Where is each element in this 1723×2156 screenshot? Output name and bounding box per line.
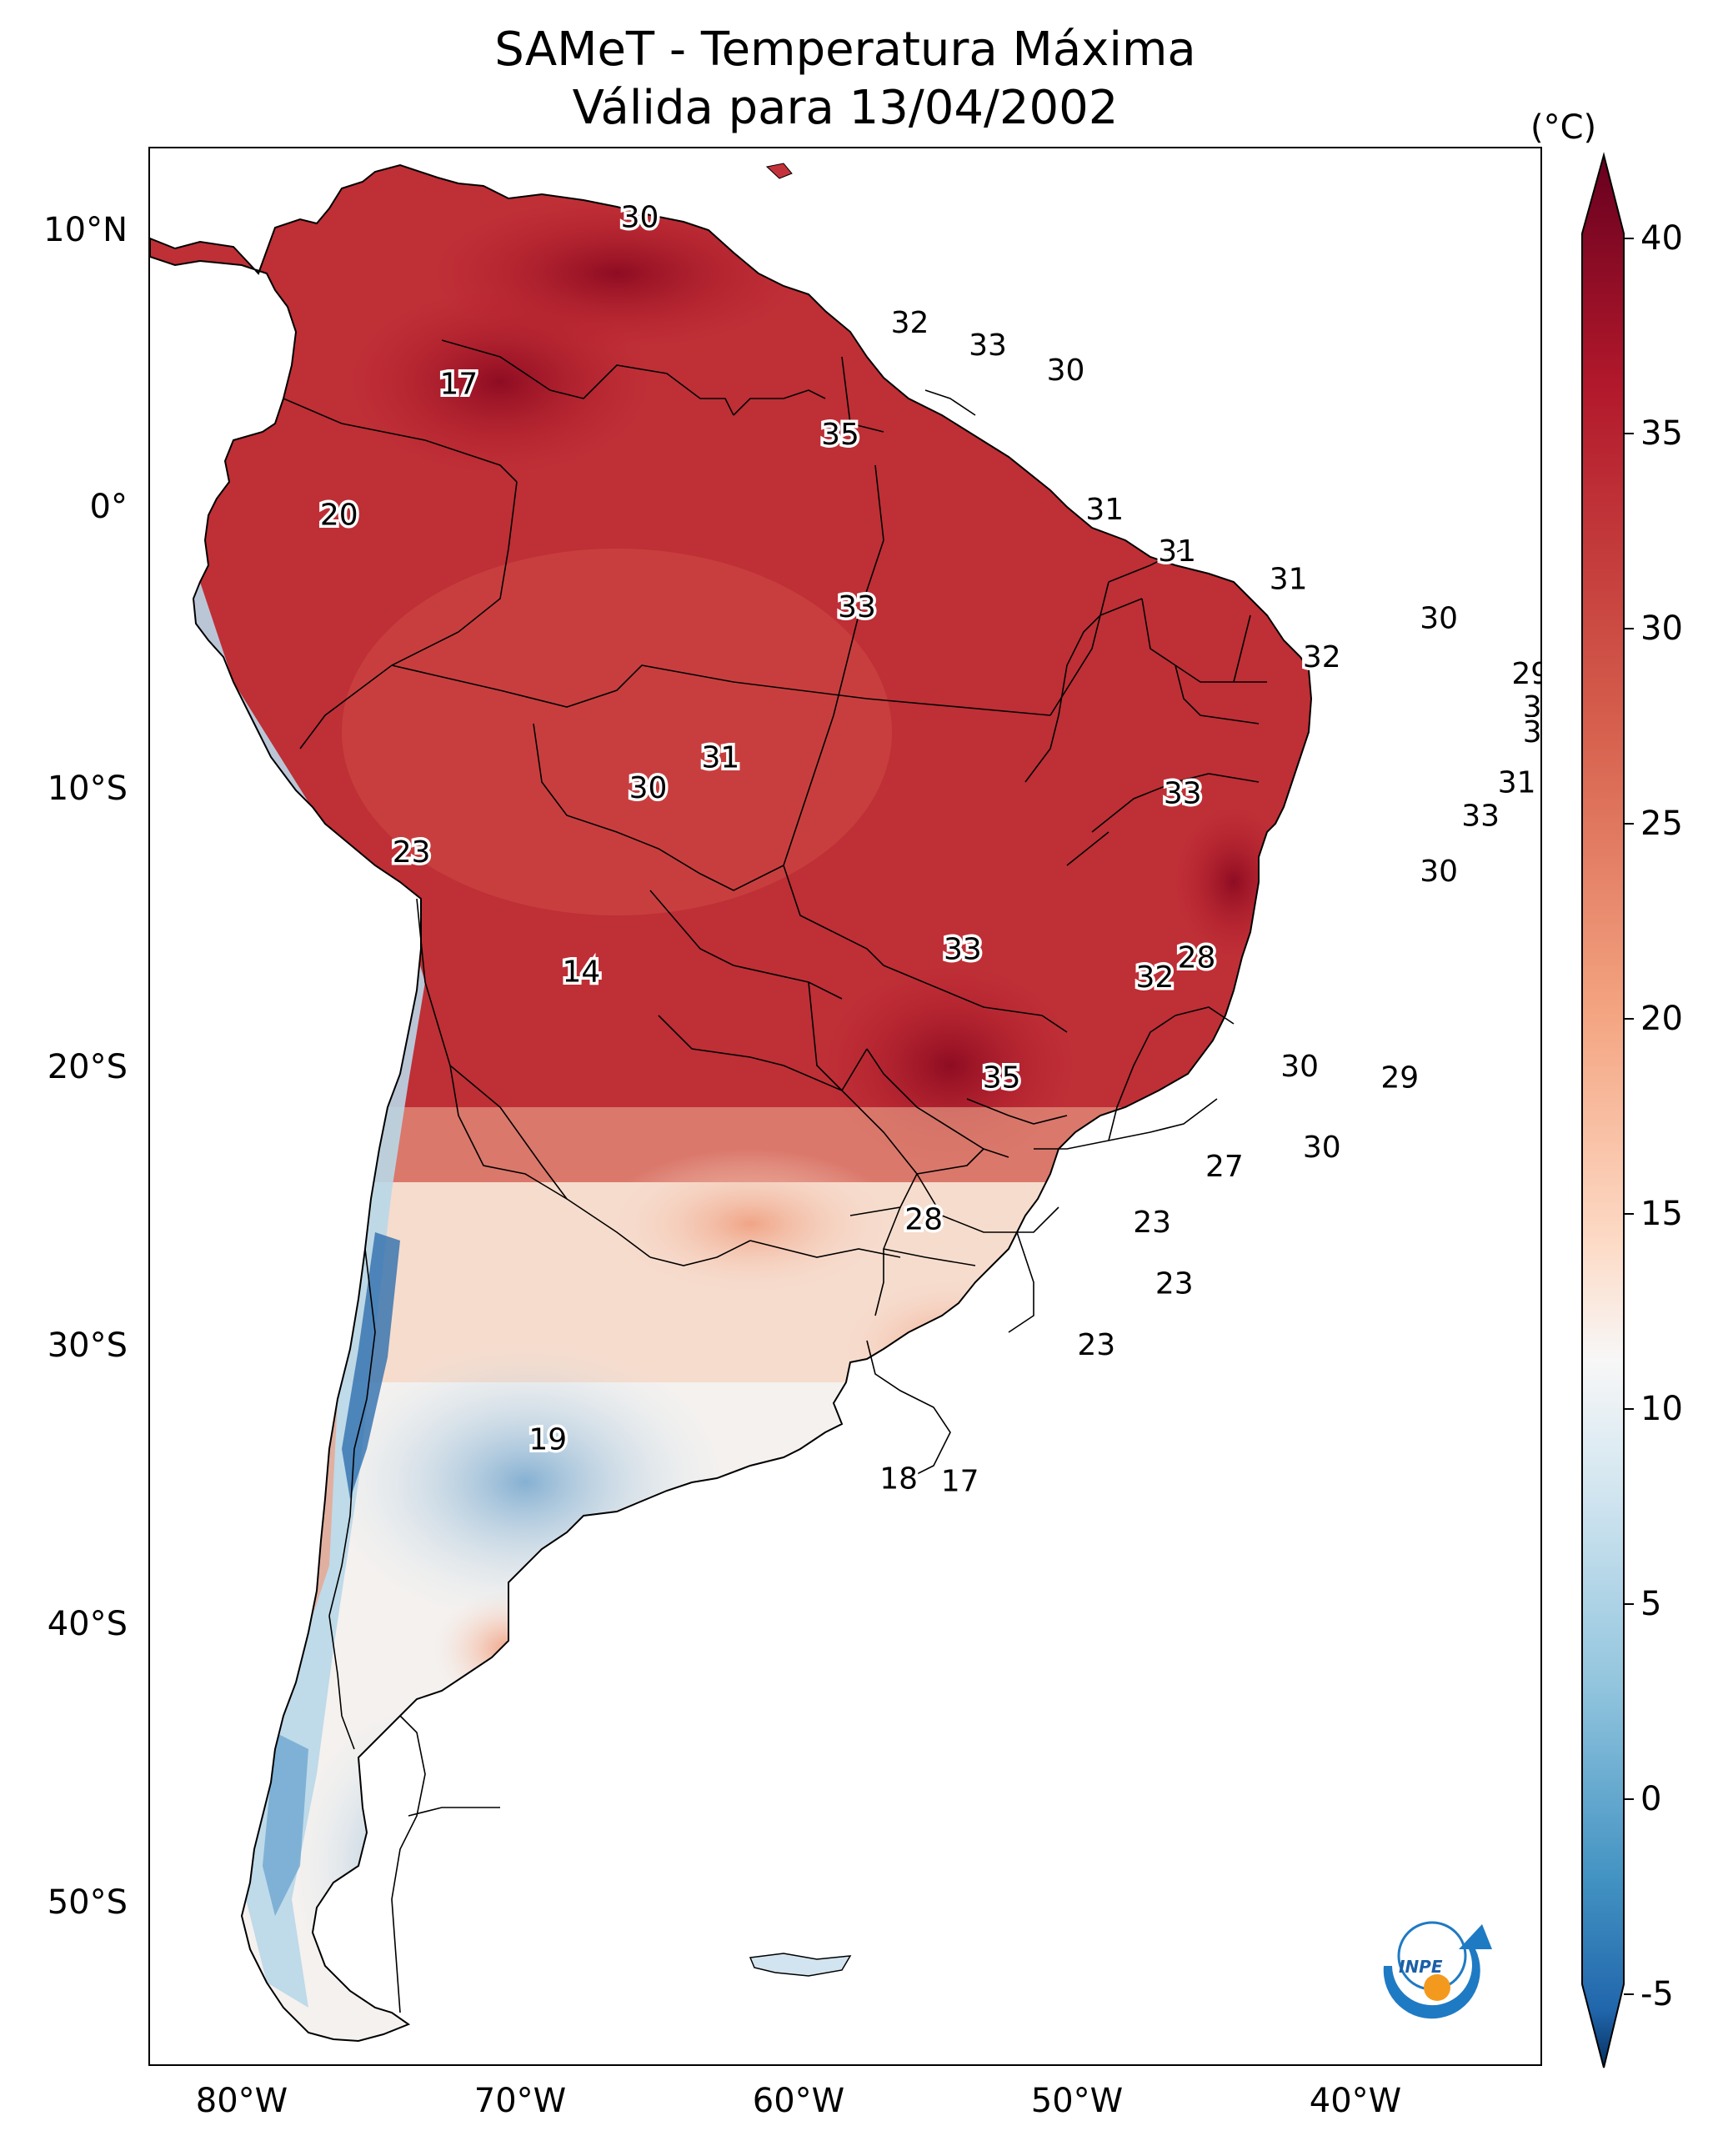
inpe-logo: INPE bbox=[1383, 1921, 1492, 2019]
temperature-label: 18 bbox=[879, 1462, 918, 1496]
temperature-label: 30 bbox=[1303, 1131, 1341, 1165]
temperature-label: 30 bbox=[1420, 601, 1458, 635]
falkland-islands bbox=[749, 1953, 852, 1977]
temperature-label: 33 bbox=[838, 590, 876, 624]
temperature-label: 29 bbox=[1511, 657, 1542, 691]
lat-tick-10s: 10°S bbox=[47, 770, 128, 808]
temperature-label: 27 bbox=[1205, 1150, 1244, 1184]
colorbar-unit: (°C) bbox=[1530, 108, 1597, 147]
temperature-label: 30 bbox=[1420, 855, 1458, 889]
temperature-label: 33 bbox=[1164, 777, 1202, 811]
logo-text: INPE bbox=[1399, 1957, 1443, 1977]
temperature-label: 31 bbox=[1498, 765, 1536, 800]
colorbar-tick-25: 25 bbox=[1640, 805, 1683, 843]
colorbar-tick-mark bbox=[1624, 1993, 1634, 1995]
colorbar-tick-10: 10 bbox=[1640, 1390, 1683, 1428]
temperature-label: 30 bbox=[629, 771, 668, 805]
temperature-label: 31 bbox=[1523, 715, 1542, 750]
temperature-label: 28 bbox=[1178, 941, 1216, 975]
colorbar-tick-30: 30 bbox=[1640, 609, 1683, 648]
lon-tick-40w: 40°W bbox=[1309, 2082, 1402, 2120]
lat-tick-30s: 30°S bbox=[47, 1326, 128, 1365]
temperature-label: 23 bbox=[1077, 1328, 1115, 1362]
temperature-label: 35 bbox=[821, 418, 859, 452]
country-borders bbox=[283, 339, 1267, 2013]
colorbar-tick-mark bbox=[1624, 1213, 1634, 1215]
temperature-label: 23 bbox=[1155, 1267, 1194, 1301]
lat-tick-40s: 40°S bbox=[47, 1605, 128, 1643]
temperature-label: 31 bbox=[1523, 690, 1542, 725]
colorbar-tick-mark bbox=[1624, 1408, 1634, 1410]
temperature-label: 31 bbox=[1085, 493, 1124, 527]
temperature-labels: 3032333017352031313133303229313131313033… bbox=[317, 198, 1542, 1502]
colorbar-tick-mark bbox=[1624, 433, 1634, 434]
temperature-label: 33 bbox=[944, 933, 982, 967]
colorbar-tick-mark bbox=[1624, 1603, 1634, 1605]
temperature-label: 23 bbox=[393, 835, 431, 870]
map-title: SAMeT - Temperatura Máxima bbox=[494, 23, 1196, 77]
lon-tick-50w: 50°W bbox=[1030, 2082, 1124, 2120]
lat-tick-50s: 50°S bbox=[47, 1883, 128, 1922]
temperature-label: 28 bbox=[904, 1203, 943, 1237]
lon-tick-80w: 80°W bbox=[195, 2082, 288, 2120]
colorbar-tick-35: 35 bbox=[1640, 414, 1683, 453]
colorbar-tick-mark bbox=[1624, 823, 1634, 825]
temperature-label: 32 bbox=[1303, 640, 1341, 674]
temperature-label: 29 bbox=[1380, 1060, 1419, 1095]
temperature-label: 20 bbox=[320, 499, 358, 533]
temperature-label: 17 bbox=[439, 368, 478, 402]
colorbar-tick-minus5: -5 bbox=[1640, 1975, 1674, 2013]
temperature-label: 17 bbox=[941, 1465, 979, 1499]
temperature-label: 35 bbox=[983, 1060, 1021, 1095]
temperature-label: 30 bbox=[621, 200, 659, 234]
temperature-label: 30 bbox=[1280, 1050, 1319, 1084]
temperature-label: 32 bbox=[1135, 960, 1174, 995]
colorbar-tick-mark bbox=[1624, 1798, 1634, 1800]
temperature-label: 33 bbox=[969, 328, 1007, 363]
temperature-label: 31 bbox=[1270, 563, 1308, 597]
temperature-label: 32 bbox=[891, 306, 929, 340]
lat-tick-20s: 20°S bbox=[47, 1048, 128, 1086]
lon-tick-60w: 60°W bbox=[752, 2082, 845, 2120]
temperature-label: 14 bbox=[562, 955, 600, 989]
lon-tick-70w: 70°W bbox=[473, 2082, 567, 2120]
colorbar bbox=[1581, 152, 1625, 2068]
colorbar-tick-mark bbox=[1624, 1018, 1634, 1020]
temperature-label: 31 bbox=[1158, 534, 1196, 569]
temperature-label: 30 bbox=[1047, 353, 1085, 388]
temperature-label: 31 bbox=[701, 740, 739, 775]
colorbar-tick-0: 0 bbox=[1640, 1780, 1662, 1818]
colorbar-tick-40: 40 bbox=[1640, 219, 1683, 258]
island bbox=[765, 163, 793, 179]
temperature-label: 19 bbox=[528, 1423, 567, 1457]
colorbar-tick-mark bbox=[1624, 238, 1634, 239]
lat-tick-10n: 10°N bbox=[43, 211, 128, 249]
colorbar-tick-5: 5 bbox=[1640, 1585, 1662, 1623]
map-canvas: 3032333017352031313133303229313131313033… bbox=[150, 163, 1542, 2042]
colorbar-tick-20: 20 bbox=[1640, 1000, 1683, 1038]
map-frame: 3032333017352031313133303229313131313033… bbox=[148, 147, 1542, 2066]
colorbar-tick-15: 15 bbox=[1640, 1195, 1683, 1233]
colorbar-tick-mark bbox=[1624, 628, 1634, 629]
temperature-label: 33 bbox=[1461, 799, 1500, 833]
temperature-label: 23 bbox=[1133, 1206, 1171, 1240]
map-subtitle: Válida para 13/04/2002 bbox=[572, 81, 1119, 135]
lat-tick-0: 0° bbox=[89, 488, 128, 526]
